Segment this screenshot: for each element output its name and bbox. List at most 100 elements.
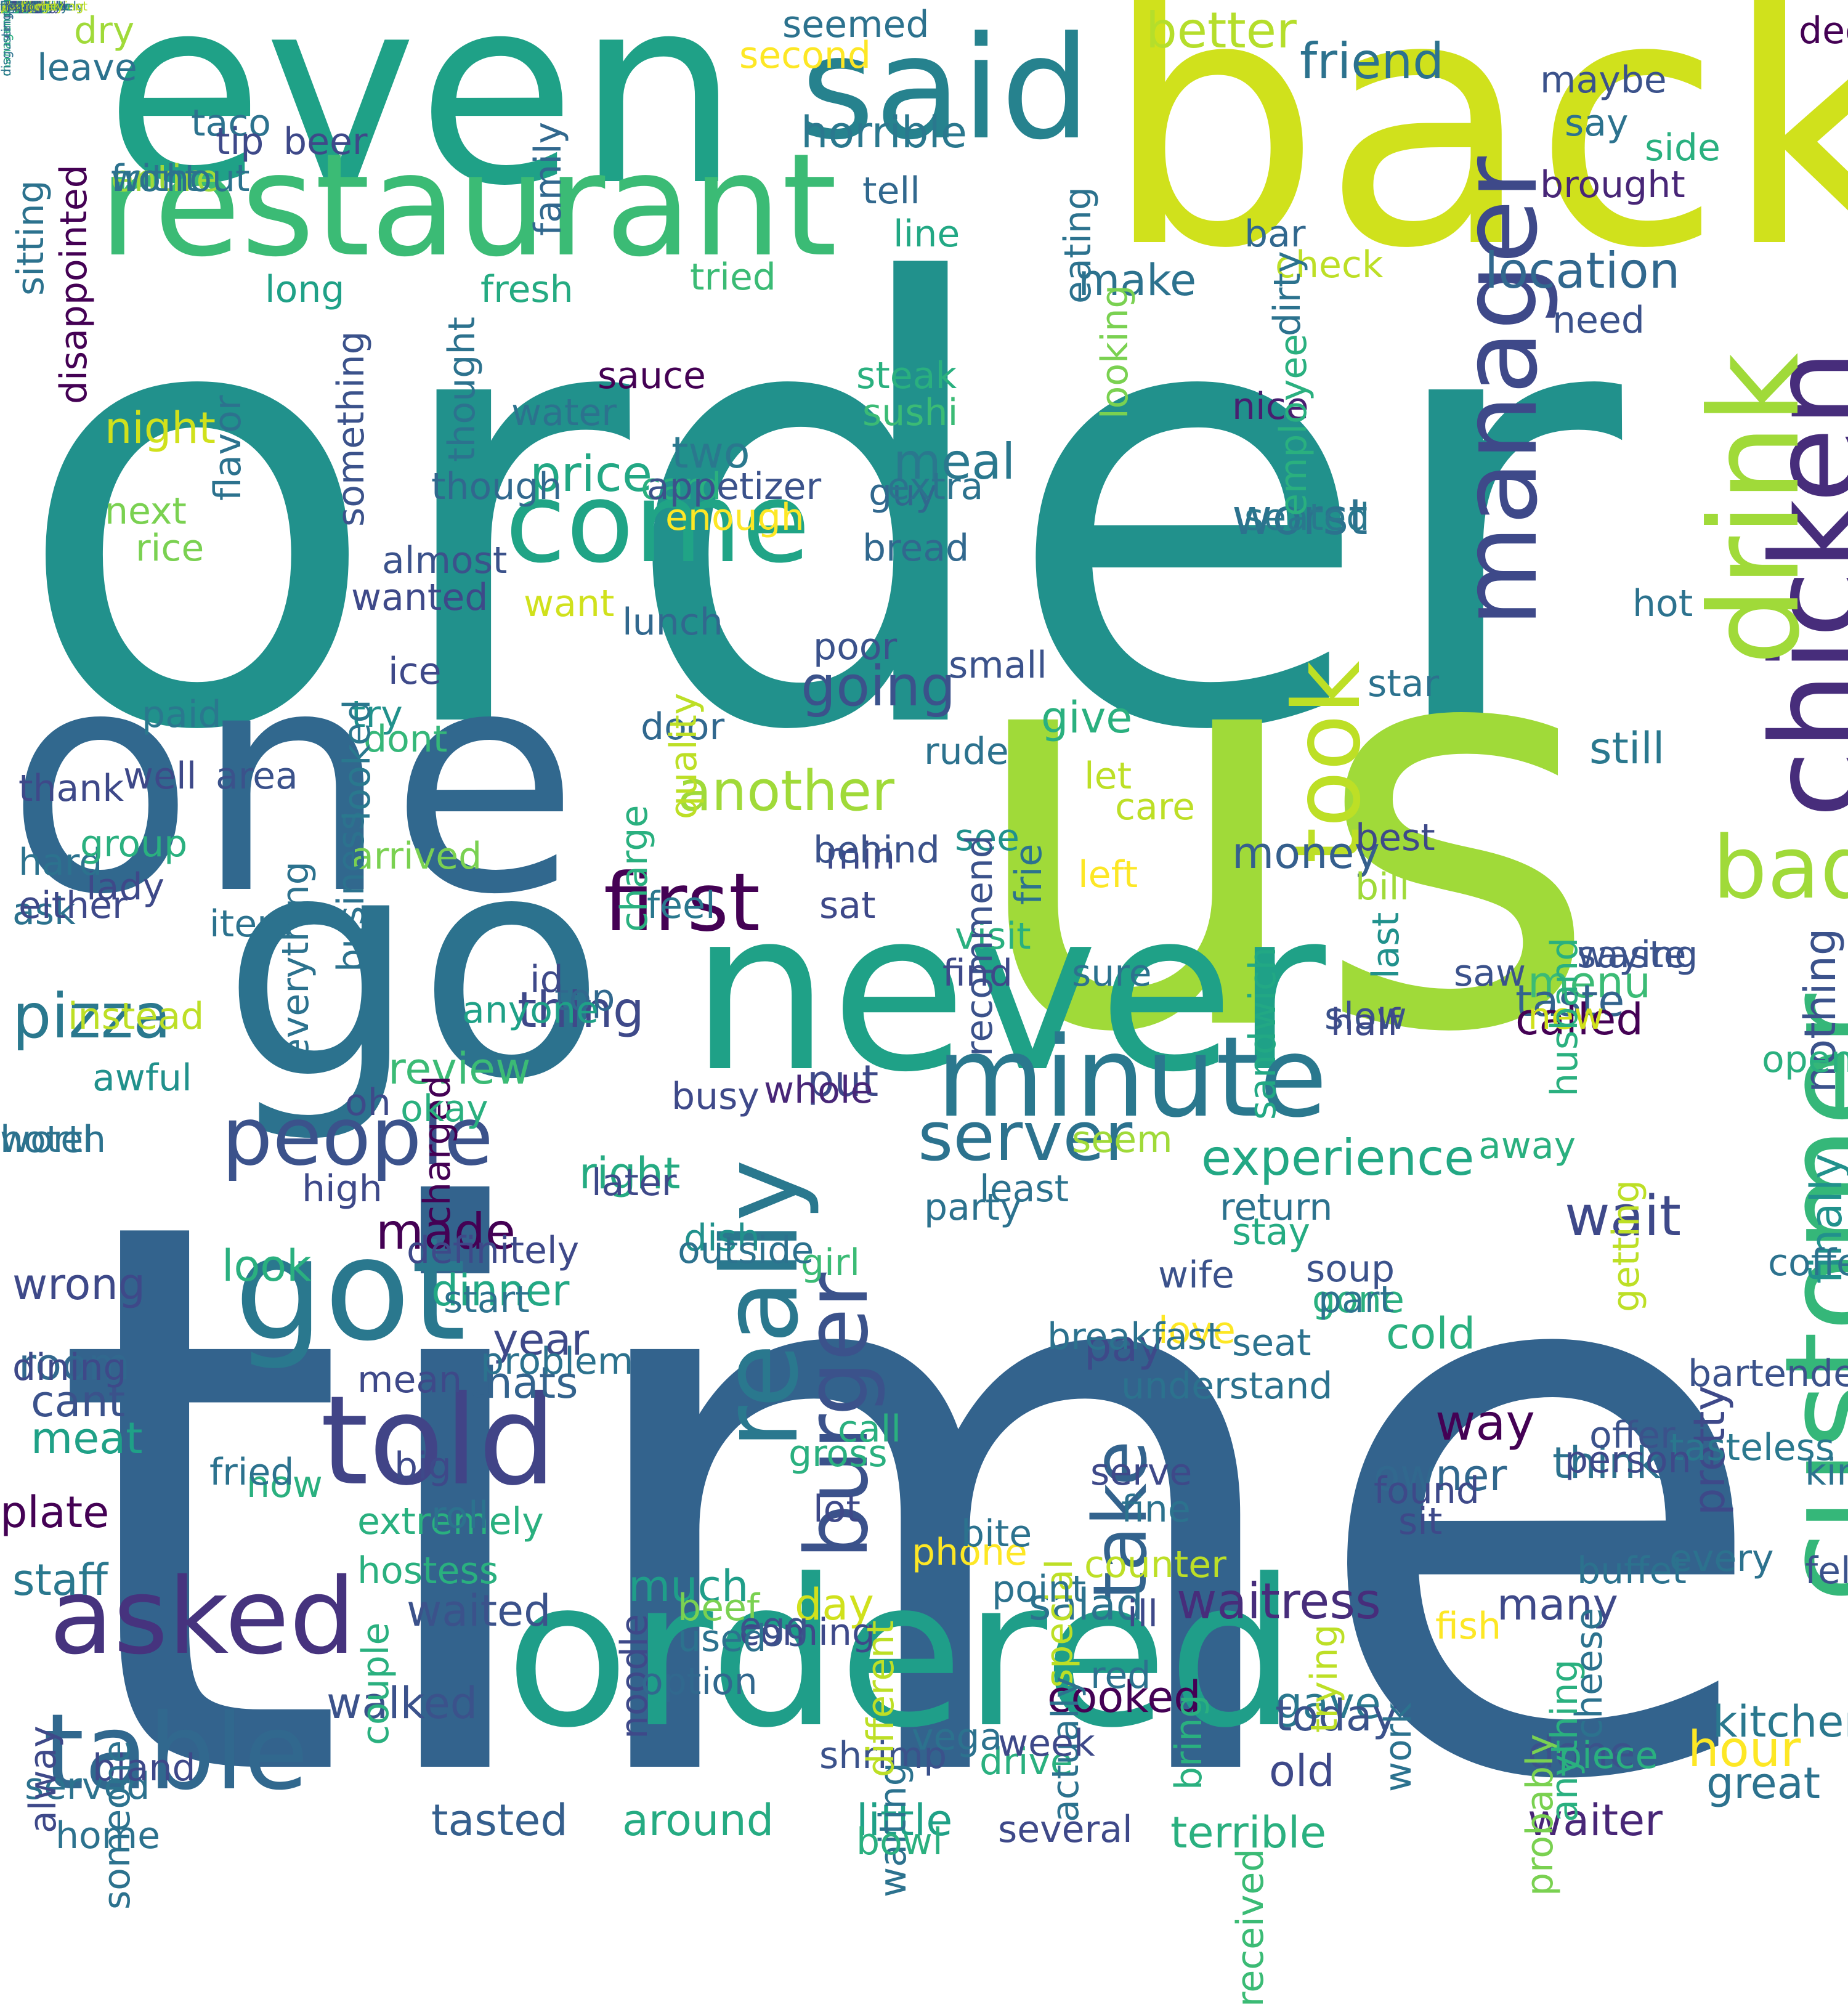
word-think: think [1552, 1438, 1661, 1488]
word-put: put [807, 1056, 879, 1106]
word-paid: paid [142, 693, 222, 736]
word-friendly: friendly [0, 0, 47, 14]
word-started: started [0, 0, 44, 14]
word-around: around [622, 1795, 774, 1846]
word-average: average [0, 0, 51, 14]
word-seat: seat [1232, 1321, 1311, 1364]
word-sit: sit [1398, 1500, 1443, 1543]
word-real: real [0, 0, 23, 14]
word-business: business [330, 811, 373, 972]
word-ill: ill [1127, 1592, 1159, 1636]
word-couple: couple [354, 1622, 397, 1746]
word-best: best [1355, 816, 1435, 859]
word-opened: opened [0, 0, 46, 14]
word-charge: charge [613, 805, 656, 933]
word-work: work [1377, 1702, 1420, 1792]
word-check: check [1275, 243, 1384, 286]
word-year: year [493, 1315, 590, 1365]
word-well: well [123, 755, 197, 798]
word-time: time [49, 1058, 1775, 1947]
word-leave: leave [37, 46, 137, 89]
word-will: will [0, 0, 21, 14]
word-staff: staff [12, 1555, 108, 1605]
word-saturday: saturday [0, 0, 54, 14]
word-thing: thing [517, 981, 644, 1039]
word-everyone: everyone [0, 0, 58, 14]
word-tip: tip [216, 120, 264, 163]
word-restaurant: restaurant [99, 124, 838, 288]
word-barely: barely [0, 0, 39, 14]
word-white: white [0, 0, 34, 14]
word-new: new [1528, 995, 1605, 1038]
word-sign: sign [0, 0, 26, 14]
word-frie: frie [1007, 843, 1050, 905]
word-mediocre: mediocre [0, 0, 58, 14]
word-making: making [0, 0, 46, 14]
word-suck: suck [0, 0, 28, 14]
word-sat: sat [819, 884, 876, 927]
word-sorry: sorry [0, 0, 31, 14]
word-rice: rice [136, 527, 205, 570]
word-id: id [530, 958, 564, 1001]
word-plate: plate [0, 1487, 110, 1538]
word-fish: fish [1435, 1605, 1502, 1648]
word-chef: chef [0, 0, 27, 14]
word-want: want [524, 582, 615, 625]
word-hair: hair [0, 0, 24, 14]
word-bowl: bowl [856, 1820, 943, 1863]
word-counter: counter [1084, 1543, 1226, 1586]
word-long: long [265, 268, 345, 311]
word-different: different [859, 1620, 902, 1777]
word-la: la [0, 0, 11, 14]
word-getting: getting [1605, 1180, 1648, 1313]
word-house: house [0, 0, 38, 14]
word-experience: experience [1201, 1129, 1475, 1186]
word-called: called [1515, 994, 1643, 1045]
word-cup: cup [0, 0, 23, 14]
word-happy: happy [0, 0, 39, 14]
word-served: served [25, 1765, 150, 1808]
word-appetizer: appetizer [647, 465, 822, 508]
word-sweet: sweet [0, 0, 37, 14]
word-worse: worse [0, 0, 37, 14]
word-tasted: tasted [431, 1795, 568, 1846]
word-bring: bring [1167, 1694, 1210, 1790]
word-without: without [111, 157, 250, 200]
word-disappointed: disappointed [52, 164, 95, 405]
word-chip: chip [0, 0, 26, 14]
word-taking: taking [0, 0, 39, 14]
word-clearly: clearly [0, 0, 41, 14]
word-regular: regular [0, 0, 44, 14]
word-brought: brought [1540, 163, 1685, 206]
word-night: night [105, 403, 216, 453]
word-seen: seen [0, 0, 30, 14]
word-small: small [949, 644, 1047, 687]
word-dessert: dessert [0, 0, 46, 14]
word-card: card [641, 465, 722, 508]
word-dont: dont [363, 718, 448, 761]
word-game: game [0, 0, 35, 14]
word-table: table [43, 1692, 309, 1814]
word-noticed: noticed [0, 0, 46, 14]
word-fried: fried [209, 1451, 294, 1494]
word-twice: twice [0, 0, 33, 14]
word-instead: instead [68, 995, 205, 1038]
word-feel: feel [647, 884, 716, 927]
word-seriously: seriously [0, 0, 55, 14]
word-right: right [579, 1148, 681, 1199]
word-menu: menu [1528, 957, 1651, 1008]
word-help: help [0, 0, 27, 14]
word-slice: slice [0, 0, 28, 14]
word-guy: guy [869, 471, 938, 514]
word-girl: girl [801, 1241, 861, 1284]
word-alway: alway [22, 1725, 65, 1833]
word-problem: problem [480, 1340, 634, 1383]
word-saying: saying [1577, 933, 1698, 976]
word-come: come [505, 459, 811, 588]
word-roll: roll [431, 1494, 489, 1537]
word-drive: drive [979, 1740, 1073, 1783]
word-decent: decent [0, 0, 43, 14]
word-hard: hard [18, 841, 103, 884]
word-hand: hand [0, 0, 31, 14]
word-looking: looking [1093, 285, 1137, 420]
